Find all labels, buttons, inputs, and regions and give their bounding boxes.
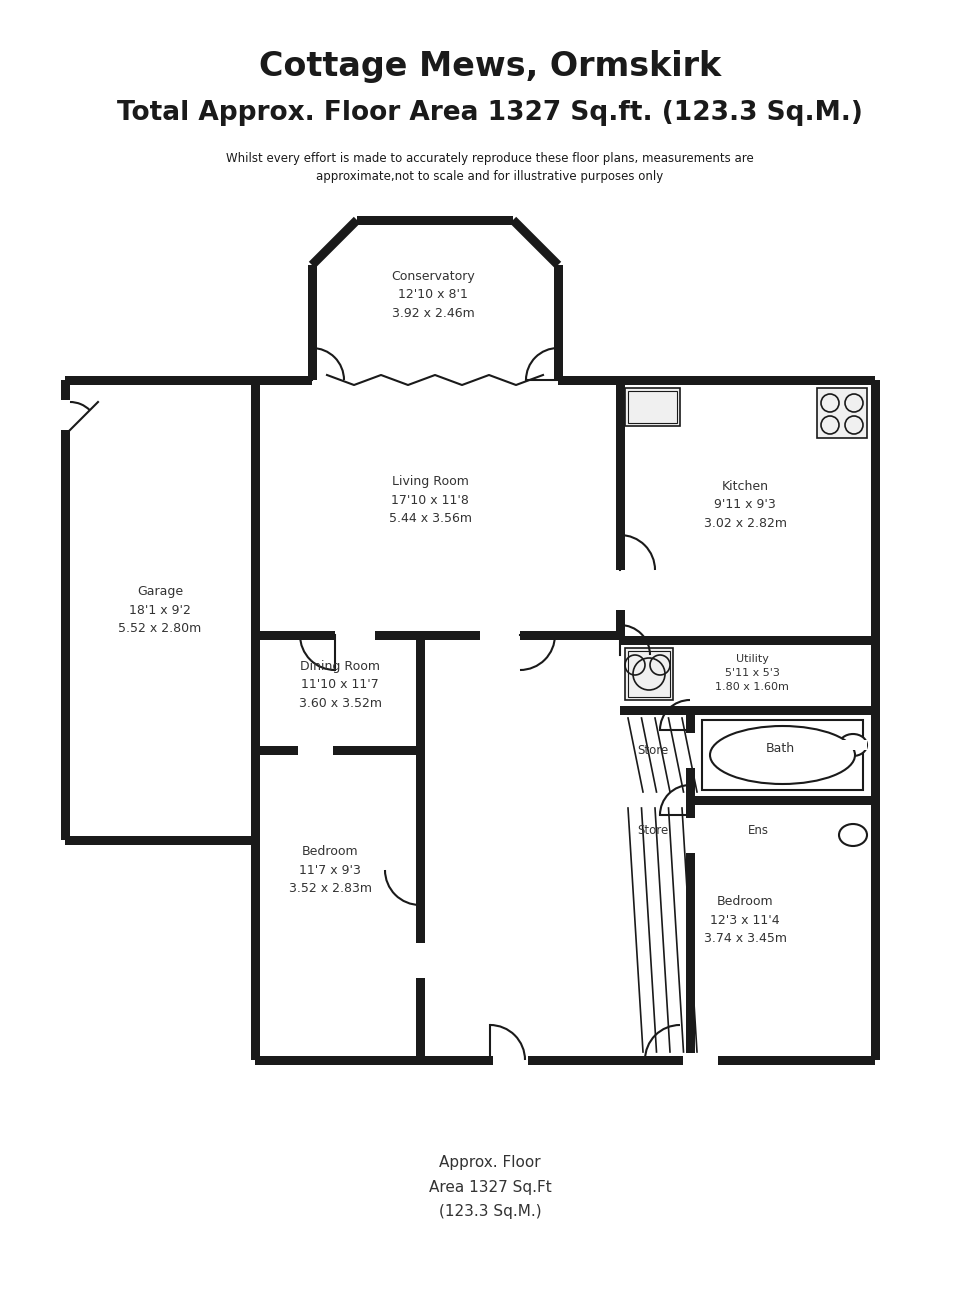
Bar — [493, 1053, 528, 1067]
Text: Bedroom
12'3 x 11'4
3.74 x 3.45m: Bedroom 12'3 x 11'4 3.74 x 3.45m — [704, 895, 787, 945]
Bar — [686, 710, 695, 1061]
Text: Store: Store — [637, 824, 668, 837]
Bar — [625, 648, 673, 701]
Bar — [255, 1055, 875, 1064]
Bar — [839, 739, 867, 750]
Bar — [480, 628, 520, 642]
Bar — [558, 376, 875, 385]
Bar — [625, 388, 680, 426]
Bar — [628, 391, 677, 423]
Bar — [416, 635, 425, 1061]
Bar — [65, 376, 255, 385]
Text: Store: Store — [637, 743, 668, 756]
Bar — [308, 265, 317, 379]
Bar — [690, 796, 875, 805]
Bar — [251, 379, 260, 1061]
Bar — [620, 706, 875, 715]
Text: Bath: Bath — [765, 742, 795, 755]
Text: Whilst every effort is made to accurately reproduce these floor plans, measureme: Whilst every effort is made to accuratel… — [226, 152, 754, 183]
Bar — [335, 628, 375, 642]
Bar — [554, 365, 563, 379]
Bar — [817, 388, 867, 438]
Bar — [308, 365, 317, 379]
Bar — [58, 400, 72, 430]
Bar — [61, 379, 70, 400]
Bar — [613, 653, 627, 688]
Bar — [61, 430, 70, 840]
Bar — [255, 746, 420, 755]
Ellipse shape — [710, 726, 855, 783]
Bar — [871, 379, 880, 1061]
Text: Dining Room
11'10 x 11'7
3.60 x 3.52m: Dining Room 11'10 x 11'7 3.60 x 3.52m — [299, 660, 381, 710]
Text: Approx. Floor
Area 1327 Sq.Ft
(123.3 Sq.M.): Approx. Floor Area 1327 Sq.Ft (123.3 Sq.… — [428, 1155, 552, 1219]
Ellipse shape — [839, 734, 867, 756]
Text: Cottage Mews, Ormskirk: Cottage Mews, Ormskirk — [259, 51, 721, 83]
Bar — [357, 216, 513, 225]
Bar — [628, 651, 670, 697]
Polygon shape — [510, 216, 562, 268]
Bar — [702, 720, 863, 790]
Text: Total Approx. Floor Area 1327 Sq.ft. (123.3 Sq.M.): Total Approx. Floor Area 1327 Sq.ft. (12… — [117, 100, 863, 126]
Bar — [255, 376, 312, 385]
Bar — [255, 631, 620, 640]
Ellipse shape — [839, 824, 867, 846]
Bar — [65, 837, 255, 846]
Text: Garage
18'1 x 9'2
5.52 x 2.80m: Garage 18'1 x 9'2 5.52 x 2.80m — [119, 585, 202, 635]
Bar — [683, 1053, 718, 1067]
Bar — [413, 943, 427, 978]
Bar — [613, 570, 627, 610]
Bar — [616, 379, 625, 640]
Bar — [683, 733, 697, 768]
Bar — [620, 636, 875, 645]
Text: Bedroom
11'7 x 9'3
3.52 x 2.83m: Bedroom 11'7 x 9'3 3.52 x 2.83m — [288, 846, 371, 895]
Text: Living Room
17'10 x 11'8
5.44 x 3.56m: Living Room 17'10 x 11'8 5.44 x 3.56m — [388, 475, 471, 524]
Bar — [298, 743, 333, 758]
Text: Kitchen
9'11 x 9'3
3.02 x 2.82m: Kitchen 9'11 x 9'3 3.02 x 2.82m — [704, 480, 787, 530]
Bar — [683, 818, 697, 853]
Text: Ens: Ens — [748, 824, 768, 837]
Polygon shape — [309, 216, 361, 268]
Text: Conservatory
12'10 x 8'1
3.92 x 2.46m: Conservatory 12'10 x 8'1 3.92 x 2.46m — [391, 269, 475, 320]
Bar — [554, 265, 563, 379]
Text: Utility
5'11 x 5'3
1.80 x 1.60m: Utility 5'11 x 5'3 1.80 x 1.60m — [715, 654, 789, 693]
